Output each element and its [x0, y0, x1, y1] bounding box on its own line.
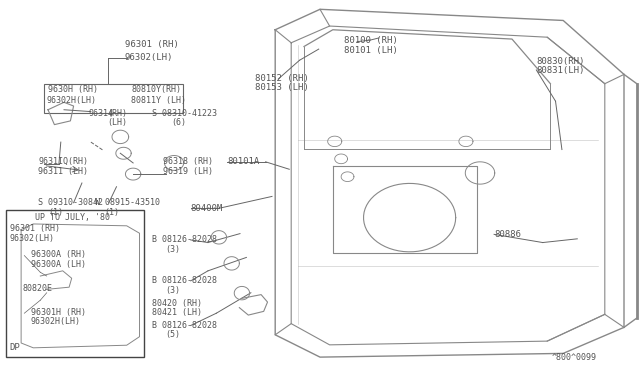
Text: 80420 (RH): 80420 (RH): [152, 299, 202, 308]
Bar: [44, 84, 183, 113]
Text: 80820E: 80820E: [22, 284, 52, 293]
Bar: [6, 210, 144, 357]
Text: 80101 (LH): 80101 (LH): [344, 46, 398, 55]
Text: 80101A: 80101A: [227, 157, 259, 166]
Text: 9631IQ(RH): 9631IQ(RH): [38, 157, 88, 166]
Text: 96319 (LH): 96319 (LH): [163, 167, 213, 176]
Text: (LH): (LH): [108, 118, 127, 127]
Text: B 08126-82028: B 08126-82028: [152, 276, 218, 285]
Text: 80421 (LH): 80421 (LH): [152, 308, 202, 317]
Text: (RH): (RH): [108, 109, 127, 118]
Text: 96302(LH): 96302(LH): [125, 53, 173, 62]
Text: 96311 (LH): 96311 (LH): [38, 167, 88, 176]
Text: 96314: 96314: [88, 109, 113, 118]
Text: 80810Y(RH): 80810Y(RH): [131, 85, 181, 94]
Text: 80811Y (LH): 80811Y (LH): [131, 96, 186, 105]
Text: 96302H(LH): 96302H(LH): [31, 317, 81, 326]
Text: 96302H(LH): 96302H(LH): [46, 96, 96, 105]
Text: 80831(LH): 80831(LH): [536, 66, 585, 75]
Text: B 08126-82028: B 08126-82028: [152, 235, 218, 244]
Text: (6): (6): [172, 118, 186, 127]
Text: S 08310-41223: S 08310-41223: [152, 109, 218, 118]
Text: (1): (1): [48, 208, 63, 217]
Text: 96301 (RH): 96301 (RH): [125, 40, 179, 49]
Text: (1): (1): [104, 208, 119, 217]
Text: B 08126-82028: B 08126-82028: [152, 321, 218, 330]
Text: 80100 (RH): 80100 (RH): [344, 36, 398, 45]
Text: 96301 (RH): 96301 (RH): [10, 224, 60, 233]
Text: 80152 (RH): 80152 (RH): [255, 74, 308, 83]
Text: ^800^0099: ^800^0099: [552, 353, 596, 362]
Text: 80400M: 80400M: [191, 204, 223, 213]
Text: DP: DP: [10, 343, 20, 352]
Text: S 09310-30842: S 09310-30842: [38, 198, 104, 207]
Text: 96302(LH): 96302(LH): [10, 234, 54, 243]
Text: (5): (5): [165, 330, 180, 339]
Text: 96300A (RH): 96300A (RH): [31, 250, 86, 259]
Text: 80886: 80886: [494, 230, 521, 239]
Text: (3): (3): [165, 286, 180, 295]
Text: 80153 (LH): 80153 (LH): [255, 83, 308, 92]
Text: UP TO JULY, '80: UP TO JULY, '80: [35, 213, 110, 222]
Text: 96301H (RH): 96301H (RH): [31, 308, 86, 317]
Text: 96300A (LH): 96300A (LH): [31, 260, 86, 269]
Text: (3): (3): [165, 245, 180, 254]
Text: 9630H (RH): 9630H (RH): [48, 85, 98, 94]
Text: W 08915-43510: W 08915-43510: [95, 198, 160, 207]
Text: 80830(RH): 80830(RH): [536, 57, 585, 66]
Text: 96318 (RH): 96318 (RH): [163, 157, 213, 166]
